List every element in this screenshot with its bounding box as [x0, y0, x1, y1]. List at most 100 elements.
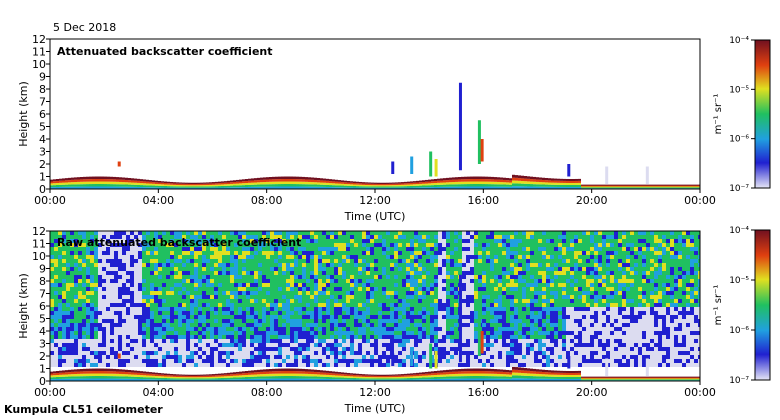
- backscatter-cell: [54, 235, 58, 239]
- backscatter-cell: [65, 376, 68, 379]
- backscatter-cell: [310, 355, 314, 359]
- backscatter-cell: [581, 377, 584, 379]
- backscatter-cell: [497, 181, 500, 185]
- backscatter-cell: [270, 315, 274, 319]
- backscatter-cell: [128, 369, 131, 373]
- backscatter-cell: [392, 182, 395, 184]
- backscatter-cell: [226, 239, 230, 243]
- backscatter-cell: [154, 299, 158, 303]
- backscatter-cell: [482, 376, 485, 379]
- backscatter-cell: [366, 327, 370, 331]
- backscatter-cell: [62, 351, 66, 355]
- backscatter-cell: [404, 186, 407, 188]
- backscatter-cell: [194, 343, 198, 347]
- backscatter-cell: [294, 259, 298, 263]
- backscatter-cell: [286, 239, 290, 243]
- backscatter-cell: [274, 299, 278, 303]
- backscatter-cell: [98, 331, 102, 335]
- backscatter-cell: [106, 363, 110, 367]
- backscatter-cell: [158, 315, 162, 319]
- backscatter-cell: [500, 179, 503, 183]
- backscatter-cell: [274, 231, 278, 235]
- backscatter-cell: [178, 343, 182, 347]
- backscatter-cell: [230, 279, 234, 283]
- backscatter-cell: [254, 372, 257, 375]
- backscatter-cell: [308, 373, 311, 377]
- backscatter-cell: [194, 311, 198, 315]
- backscatter-cell: [82, 263, 86, 267]
- backscatter-cell: [278, 275, 282, 279]
- backscatter-cell: [198, 263, 202, 267]
- backscatter-cell: [257, 184, 260, 187]
- backscatter-cell: [524, 368, 527, 371]
- backscatter-cell: [347, 379, 350, 381]
- backscatter-cell: [118, 351, 122, 355]
- backscatter-cell: [286, 255, 290, 259]
- backscatter-cell: [98, 371, 101, 374]
- backscatter-cell: [314, 267, 318, 271]
- backscatter-cell: [258, 283, 262, 287]
- backscatter-cell: [118, 347, 122, 351]
- backscatter-cell: [94, 275, 98, 279]
- backscatter-cell: [226, 255, 230, 259]
- backscatter-cell: [90, 255, 94, 259]
- backscatter-cell: [218, 307, 222, 311]
- backscatter-cell: [334, 319, 338, 323]
- backscatter-cell: [194, 243, 198, 247]
- backscatter-cell: [246, 299, 250, 303]
- backscatter-cell: [146, 379, 149, 381]
- backscatter-cell: [82, 299, 86, 303]
- backscatter-cell: [119, 177, 122, 180]
- backscatter-cell: [581, 378, 584, 380]
- backscatter-cell: [94, 359, 98, 363]
- backscatter-cell: [125, 186, 128, 189]
- backscatter-cell: [86, 335, 90, 339]
- backscatter-cell: [131, 372, 134, 375]
- backscatter-cell: [342, 327, 346, 331]
- backscatter-cell: [506, 376, 509, 379]
- backscatter-cell: [302, 303, 306, 307]
- backscatter-cell: [362, 235, 366, 239]
- backscatter-cell: [318, 311, 322, 315]
- backscatter-cell: [78, 275, 82, 279]
- backscatter-cell: [62, 184, 65, 187]
- backscatter-cell: [110, 339, 114, 343]
- backscatter-cell: [318, 259, 322, 263]
- backscatter-cell: [326, 251, 330, 255]
- backscatter-cell: [274, 271, 278, 275]
- backscatter-cell: [542, 371, 545, 375]
- backscatter-cell: [494, 179, 497, 182]
- backscatter-cell: [194, 327, 198, 331]
- backscatter-cell: [178, 283, 182, 287]
- backscatter-cell: [311, 177, 314, 180]
- backscatter-cell: [366, 263, 370, 267]
- backscatter-cell: [695, 376, 698, 378]
- backscatter-cell: [110, 351, 114, 355]
- backscatter-cell: [605, 186, 608, 188]
- backscatter-cell: [118, 283, 122, 287]
- backscatter-cell: [106, 283, 110, 287]
- backscatter-cell: [238, 275, 242, 279]
- backscatter-cell: [346, 359, 350, 363]
- backscatter-cell: [82, 235, 86, 239]
- backscatter-cell: [130, 335, 134, 339]
- backscatter-cell: [254, 239, 258, 243]
- backscatter-cell: [314, 275, 318, 279]
- backscatter-cell: [118, 299, 122, 303]
- backscatter-cell: [569, 178, 572, 181]
- backscatter-cell: [370, 247, 374, 251]
- backscatter-cell: [296, 181, 299, 185]
- backscatter-cell: [190, 307, 194, 311]
- backscatter-cell: [154, 243, 158, 247]
- backscatter-cell: [326, 376, 329, 379]
- backscatter-cell: [166, 299, 170, 303]
- backscatter-cell: [539, 179, 542, 183]
- backscatter-cell: [599, 376, 602, 378]
- backscatter-cell: [536, 177, 539, 180]
- backscatter-cell: [422, 187, 425, 189]
- backscatter-cell: [270, 271, 274, 275]
- backscatter-cell: [66, 307, 70, 311]
- backscatter-cell: [210, 275, 214, 279]
- backscatter-cell: [202, 243, 206, 247]
